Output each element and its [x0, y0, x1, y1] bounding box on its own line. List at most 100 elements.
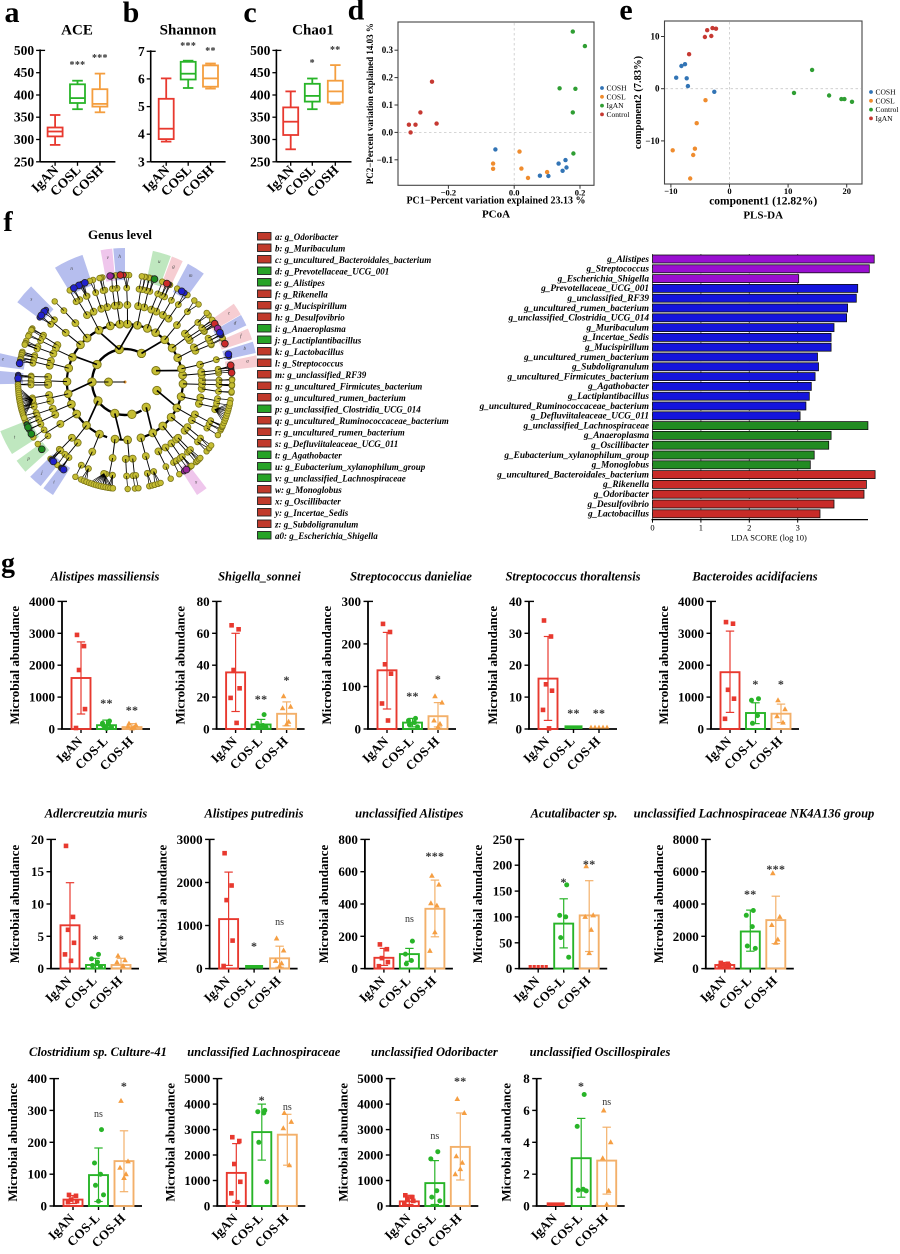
- svg-text:g_Monoglobus: g_Monoglobus: [591, 461, 650, 471]
- svg-text:−10: −10: [645, 136, 660, 146]
- svg-text:10: 10: [31, 897, 44, 912]
- svg-text:u: g_Eubacterium_xylanophilum_: u: g_Eubacterium_xylanophilum_group: [275, 462, 426, 472]
- svg-text:f: g_Rikenella: f: g_Rikenella: [275, 290, 328, 300]
- svg-text:d: d: [348, 0, 365, 27]
- svg-text:300: 300: [28, 1103, 48, 1118]
- svg-text:g_Oscillibacter: g_Oscillibacter: [590, 441, 649, 451]
- svg-text:Microbial abundance: Microbial abundance: [485, 606, 500, 725]
- svg-text:100: 100: [28, 1167, 48, 1182]
- svg-text:g_uncultured_rumen_bacterium: g_uncultured_rumen_bacterium: [523, 353, 649, 363]
- svg-text:60: 60: [197, 626, 210, 641]
- svg-text:y: g_Incertae_Sedis: y: g_Incertae_Sedis: [274, 508, 349, 518]
- svg-text:0: 0: [49, 722, 56, 737]
- svg-text:0: 0: [377, 1199, 384, 1214]
- svg-text:m: m: [189, 274, 193, 279]
- svg-text:g_uncultured_Firmicutes_bacter: g_uncultured_Firmicutes_bacterium: [506, 372, 649, 382]
- svg-text:***: ***: [425, 849, 444, 863]
- svg-text:Streptococcus thoraltensis: Streptococcus thoraltensis: [505, 570, 640, 584]
- svg-text:5000: 5000: [184, 1071, 210, 1086]
- svg-text:0.3: 0.3: [382, 45, 394, 55]
- svg-text:0.2: 0.2: [382, 73, 394, 83]
- svg-text:0: 0: [698, 722, 705, 737]
- svg-text:Microbial abundance: Microbial abundance: [319, 606, 334, 725]
- svg-text:2000: 2000: [678, 658, 704, 673]
- svg-text:d: g_Prevotellaceae_UCG_001: d: g_Prevotellaceae_UCG_001: [275, 267, 389, 277]
- svg-text:0: 0: [351, 961, 358, 976]
- svg-text:k: g_Lactobacillus: k: g_Lactobacillus: [275, 347, 344, 357]
- svg-text:300: 300: [250, 132, 271, 147]
- svg-text:2000: 2000: [177, 875, 203, 890]
- svg-text:n: g_uncultured_Firmicutes_bac: n: g_uncultured_Firmicutes_bacterium: [275, 382, 422, 392]
- svg-text:**: **: [593, 706, 606, 720]
- svg-text:ns: ns: [283, 1102, 292, 1113]
- svg-text:Adlercreutzia muris: Adlercreutzia muris: [44, 807, 148, 821]
- svg-text:200: 200: [493, 858, 513, 873]
- svg-text:Control: Control: [876, 105, 899, 114]
- svg-text:i: g_Anaeroplasma: i: g_Anaeroplasma: [275, 324, 346, 334]
- svg-text:3000: 3000: [357, 1122, 383, 1137]
- svg-text:c: c: [243, 0, 256, 29]
- svg-text:Shannon: Shannon: [160, 23, 217, 39]
- svg-text:2000: 2000: [29, 658, 55, 673]
- svg-text:**: **: [330, 45, 341, 56]
- svg-text:g_Rikenella: g_Rikenella: [602, 480, 649, 490]
- svg-text:*: *: [259, 1093, 265, 1107]
- svg-text:450: 450: [250, 65, 271, 80]
- svg-text:g_Streptococcus: g_Streptococcus: [586, 265, 650, 275]
- svg-text:3000: 3000: [177, 832, 203, 847]
- svg-text:0: 0: [38, 961, 45, 976]
- svg-text:g_uncultured_Bacteroidales_bac: g_uncultured_Bacteroidales_bacterium: [496, 470, 649, 480]
- svg-text:100: 100: [342, 679, 362, 694]
- svg-text:PLS-DA: PLS-DA: [743, 210, 783, 222]
- svg-text:g_Anaeroplasma: g_Anaeroplasma: [583, 431, 649, 441]
- svg-text:Microbial abundance: Microbial abundance: [7, 844, 22, 963]
- svg-text:2000: 2000: [673, 929, 699, 944]
- svg-text:PC1−Percent variation explaine: PC1−Percent variation explained 23.13 %: [406, 196, 585, 207]
- svg-text:***: ***: [766, 862, 785, 876]
- svg-text:5: 5: [38, 929, 45, 944]
- svg-text:4000: 4000: [678, 594, 704, 609]
- svg-text:0: 0: [506, 961, 513, 976]
- svg-text:t: g_Agathobacter: t: g_Agathobacter: [275, 451, 342, 461]
- svg-text:Microbial abundance: Microbial abundance: [173, 606, 188, 725]
- svg-text:150: 150: [493, 884, 513, 899]
- svg-text:4: 4: [523, 1135, 530, 1150]
- svg-text:**: **: [205, 46, 216, 57]
- svg-text:*: *: [778, 677, 784, 691]
- svg-text:COSH: COSH: [607, 84, 628, 93]
- svg-text:unclassified Lachnospiraceae N: unclassified Lachnospiraceae NK4A136 gro…: [634, 807, 875, 821]
- svg-text:**: **: [583, 857, 596, 871]
- svg-text:COSL: COSL: [876, 96, 896, 105]
- svg-text:300: 300: [342, 594, 362, 609]
- svg-text:*: *: [251, 939, 257, 953]
- svg-text:r: g_uncultured_rumen_bacteriu: r: g_uncultured_rumen_bacterium: [275, 428, 405, 438]
- svg-text:4000: 4000: [673, 897, 699, 912]
- svg-text:a0: g_Escherichia_Shigella: a0: g_Escherichia_Shigella: [275, 531, 378, 541]
- svg-text:unclassified Oscillospirales: unclassified Oscillospirales: [530, 1045, 671, 1059]
- svg-text:*: *: [121, 1079, 127, 1093]
- svg-text:40: 40: [197, 658, 210, 673]
- svg-text:20: 20: [842, 186, 851, 196]
- svg-text:400: 400: [338, 897, 358, 912]
- svg-text:Microbial abundance: Microbial abundance: [7, 606, 22, 725]
- svg-text:15: 15: [31, 864, 45, 879]
- svg-text:s: g_Defluviitaleaceae_UCG_011: s: g_Defluviitaleaceae_UCG_011: [274, 439, 398, 449]
- svg-text:b: b: [123, 0, 140, 29]
- svg-text:1000: 1000: [357, 1173, 383, 1188]
- svg-text:a: g_Odoribacter: a: g_Odoribacter: [275, 232, 339, 242]
- svg-text:0: 0: [204, 1199, 211, 1214]
- svg-text:0: 0: [203, 722, 210, 737]
- svg-text:6: 6: [138, 71, 145, 86]
- svg-text:g_uncultured_Ruminococcaceae_b: g_uncultured_Ruminococcaceae_bacterium: [479, 402, 649, 412]
- svg-text:Shigella_sonnei: Shigella_sonnei: [218, 570, 301, 584]
- svg-text:0: 0: [523, 1199, 530, 1214]
- svg-text:g_Odoribacter: g_Odoribacter: [593, 490, 650, 500]
- svg-text:Microbial abundance: Microbial abundance: [316, 844, 331, 963]
- svg-text:**: **: [406, 689, 419, 703]
- svg-text:200: 200: [338, 929, 358, 944]
- svg-text:g_Alistipes: g_Alistipes: [606, 255, 649, 265]
- svg-text:0: 0: [41, 1199, 48, 1214]
- svg-text:3: 3: [796, 523, 800, 533]
- svg-text:200: 200: [28, 1135, 48, 1150]
- svg-text:−0.1: −0.1: [377, 155, 394, 165]
